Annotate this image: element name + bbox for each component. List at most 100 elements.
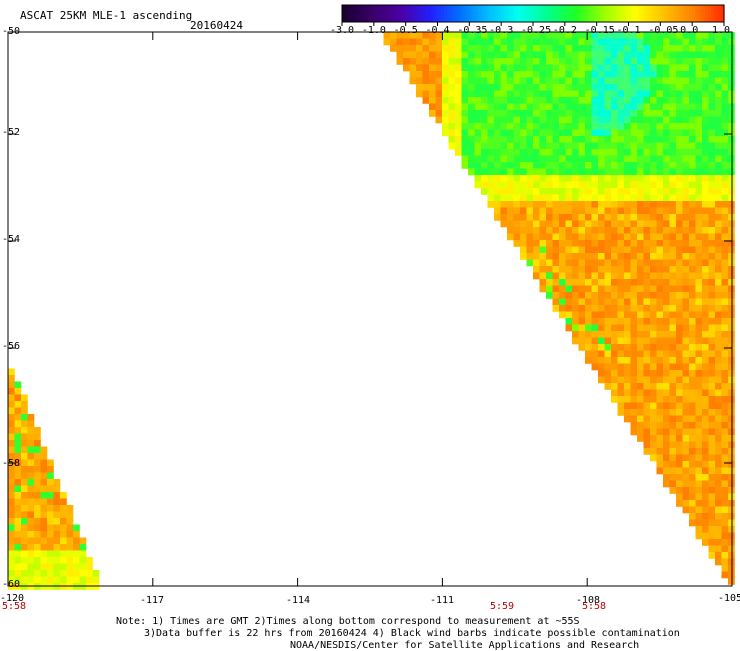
data-cell — [637, 279, 644, 286]
data-cell — [637, 389, 644, 397]
data-cell — [682, 123, 690, 130]
data-cell — [578, 58, 586, 65]
data-cell — [552, 136, 560, 143]
data-cell — [728, 519, 735, 527]
data-cell — [689, 396, 696, 403]
data-cell — [513, 162, 521, 169]
data-cell — [21, 550, 28, 558]
colorbar-cell — [510, 5, 515, 22]
data-cell — [8, 433, 15, 441]
data-cell — [702, 220, 709, 228]
data-cell — [728, 409, 735, 416]
data-cell — [409, 32, 417, 39]
data-cell — [481, 45, 488, 52]
data-cell — [721, 389, 729, 397]
data-cell — [689, 136, 696, 143]
data-cell — [656, 272, 664, 280]
data-cell — [591, 324, 599, 332]
data-cell — [702, 233, 709, 241]
data-cell — [637, 240, 644, 247]
data-cell — [481, 136, 488, 143]
data-cell — [689, 493, 696, 501]
data-cell — [650, 396, 657, 403]
data-cell — [682, 311, 690, 319]
data-cell — [689, 285, 696, 293]
data-cell — [617, 311, 625, 319]
data-cell — [546, 71, 553, 78]
data-cell — [461, 77, 469, 85]
data-cell — [533, 188, 540, 195]
data-cell — [728, 292, 735, 299]
data-cell — [591, 51, 599, 59]
colorbar-cell — [625, 5, 630, 22]
data-cell — [682, 253, 690, 260]
data-cell — [617, 409, 625, 416]
data-cell — [624, 58, 631, 65]
data-cell — [526, 220, 534, 228]
data-cell — [565, 38, 573, 46]
data-cell — [637, 77, 644, 85]
data-cell — [611, 233, 618, 241]
data-cell — [656, 38, 664, 46]
data-cell — [695, 448, 703, 455]
data-cell — [578, 214, 586, 221]
data-cell — [487, 201, 495, 208]
data-cell — [598, 240, 605, 247]
data-cell — [546, 155, 553, 163]
data-cell — [695, 136, 703, 143]
data-cell — [513, 110, 521, 117]
data-cell — [715, 545, 722, 553]
data-cell — [591, 279, 599, 286]
data-cell — [702, 45, 709, 52]
data-cell — [572, 149, 579, 156]
data-cell — [578, 233, 586, 241]
colorbar-cell — [622, 5, 626, 22]
data-cell — [650, 116, 657, 124]
data-cell — [416, 51, 423, 59]
data-cell — [663, 467, 670, 475]
data-cell — [14, 394, 22, 402]
data-cell — [656, 149, 664, 156]
data-cell — [507, 214, 514, 221]
data-cell — [591, 129, 599, 137]
data-cell — [663, 292, 670, 299]
data-cell — [539, 64, 547, 72]
data-cell — [429, 64, 436, 72]
data-cell — [474, 32, 482, 39]
data-cell — [468, 142, 475, 150]
data-cell — [53, 563, 61, 571]
data-cell — [624, 279, 631, 286]
data-cell — [650, 155, 657, 163]
data-cell — [682, 32, 690, 39]
data-cell — [721, 233, 729, 241]
data-cell — [682, 97, 690, 104]
data-cell — [624, 324, 631, 332]
data-cell — [448, 142, 456, 150]
data-cell — [637, 162, 644, 169]
data-cell — [429, 58, 436, 65]
data-cell — [715, 519, 722, 527]
data-cell — [611, 149, 618, 156]
colorbar-cell — [539, 5, 544, 22]
colorbar-cell — [447, 5, 451, 22]
data-cell — [617, 253, 625, 260]
data-cell — [689, 337, 696, 345]
data-cell — [656, 129, 664, 137]
data-cell — [442, 71, 449, 78]
data-cell — [702, 402, 709, 410]
data-cell — [552, 168, 560, 176]
data-cell — [507, 97, 514, 104]
data-cell — [507, 123, 514, 130]
data-cell — [721, 129, 729, 137]
data-cell — [624, 207, 631, 215]
data-cell — [721, 415, 729, 423]
data-cell — [682, 493, 690, 501]
data-cell — [565, 207, 573, 215]
data-cell — [585, 285, 592, 293]
data-cell — [429, 38, 436, 46]
data-cell — [669, 266, 677, 273]
data-cell — [390, 32, 397, 39]
data-cell — [643, 38, 651, 46]
data-cell — [643, 233, 651, 241]
data-cell — [708, 168, 716, 176]
